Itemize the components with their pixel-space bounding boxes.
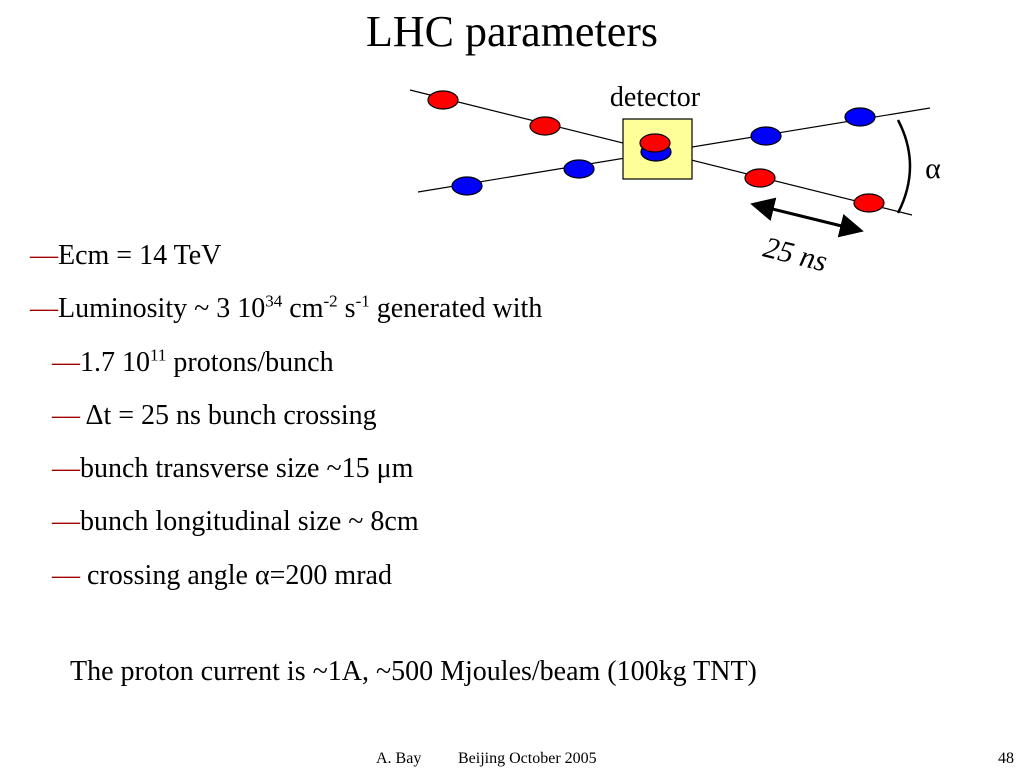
- bullet-text: 1.7 10: [80, 346, 150, 378]
- bullet-marker: —: [52, 346, 80, 378]
- bullet-item: — crossing angle α=200 mrad: [0, 556, 1024, 609]
- bullet-item: —Ecm = 14 TeV: [0, 236, 1024, 289]
- angle-arc: [896, 119, 912, 214]
- footer-event: Beijing October 2005: [458, 750, 597, 767]
- bullet-marker: —: [30, 240, 58, 271]
- bunches: [427, 90, 885, 213]
- blue-bunch: [563, 159, 595, 179]
- angle-label: α: [925, 152, 941, 185]
- blue-bunch: [451, 176, 483, 196]
- blue-bunch: [750, 126, 782, 146]
- bullet-text: generated with: [369, 293, 543, 325]
- bullet-text: protons/bunch: [166, 346, 334, 378]
- superscript: 11: [150, 345, 167, 365]
- bullet-marker: —: [52, 453, 80, 485]
- footer-author: A. Bay: [376, 750, 422, 767]
- bullet-text: Luminosity ~ 3 10: [58, 293, 266, 325]
- red-bunch: [853, 193, 885, 213]
- bullet-text: bunch longitudinal size ~ 8cm: [80, 506, 419, 538]
- bullet-text: s: [337, 293, 356, 325]
- bullet-marker: —: [30, 293, 58, 325]
- bullet-text: Δt = 25 ns bunch crossing: [80, 399, 377, 431]
- superscript: -2: [323, 291, 338, 311]
- beam-crossing-diagram: detector α 25 ns: [409, 82, 941, 278]
- bullet-text: cm: [282, 293, 324, 325]
- page-number: 48: [998, 750, 1014, 767]
- bullet-item: —bunch longitudinal size ~ 8cm: [0, 502, 1024, 555]
- bullet-text: Ecm = 14 TeV: [58, 240, 222, 271]
- red-bunch: [529, 116, 561, 136]
- bullet-item: —Luminosity ~ 3 1034 cm-2 s-1 generated …: [0, 289, 1024, 342]
- superscript: -1: [355, 291, 370, 311]
- bullet-marker: —: [52, 559, 80, 591]
- bullet-item: —bunch transverse size ~15 μm: [0, 449, 1024, 502]
- bullet-marker: —: [52, 506, 80, 538]
- bullet-item: —1.7 1011 protons/bunch: [0, 343, 1024, 396]
- summary-note: The proton current is ~1A, ~500 Mjoules/…: [70, 656, 757, 687]
- bullet-item: — Δt = 25 ns bunch crossing: [0, 396, 1024, 449]
- bullet-text: bunch transverse size ~15 μm: [80, 453, 414, 485]
- bullet-list: —Ecm = 14 TeV —Luminosity ~ 3 1034 cm-2 s…: [0, 236, 1024, 609]
- superscript: 34: [265, 291, 283, 311]
- spacing-arrow: [750, 197, 864, 238]
- slide-title: LHC parameters: [366, 7, 658, 56]
- detector-label: detector: [610, 82, 701, 113]
- red-bunch: [427, 90, 459, 110]
- red-bunch: [744, 168, 776, 188]
- blue-bunch: [844, 107, 876, 127]
- bullet-text: crossing angle α=200 mrad: [80, 559, 392, 591]
- red-bunch: [639, 133, 671, 153]
- bullet-marker: —: [52, 399, 80, 431]
